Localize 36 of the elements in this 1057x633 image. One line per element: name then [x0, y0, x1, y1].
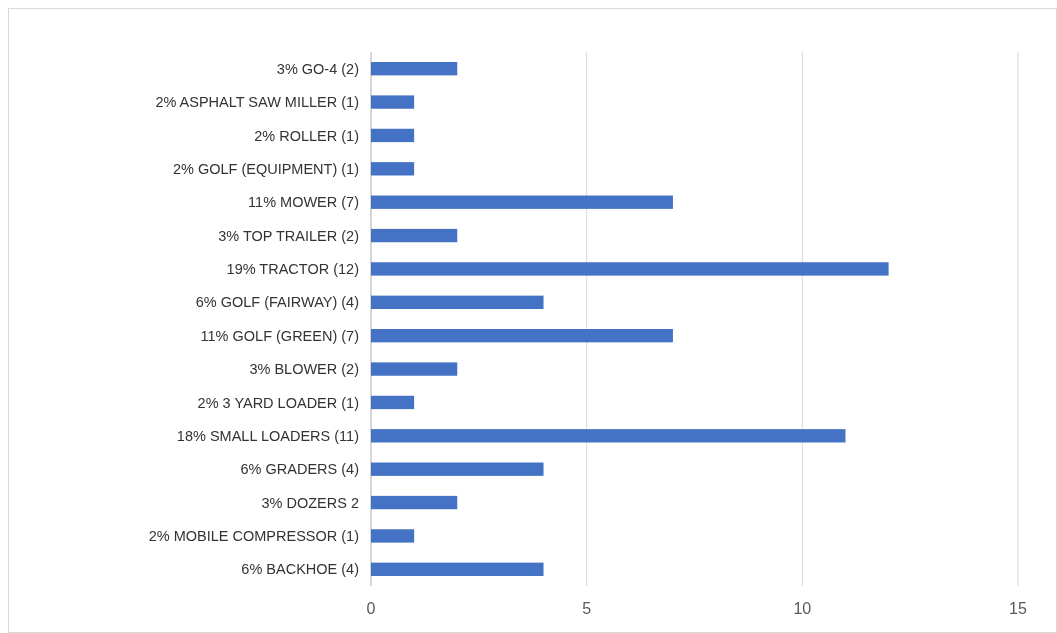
y-tick-label: 2% 3 YARD LOADER (1) — [197, 394, 359, 411]
y-tick-label: 11% MOWER (7) — [248, 194, 359, 211]
y-tick-label: 2% ASPHALT SAW MILLER (1) — [155, 94, 359, 111]
bar — [371, 62, 458, 76]
bar — [371, 262, 889, 276]
y-tick-label: 6% GOLF (FAIRWAY) (4) — [195, 294, 359, 311]
y-tick-label: 3% TOP TRAILER (2) — [218, 227, 359, 244]
bar — [371, 495, 458, 510]
x-tick-label: 5 — [582, 600, 592, 617]
bar — [371, 362, 458, 376]
bar — [371, 162, 415, 176]
bar — [371, 195, 673, 209]
bar — [371, 95, 415, 109]
y-tick-label: 11% GOLF (GREEN) (7) — [200, 327, 359, 344]
bar — [371, 529, 415, 543]
y-tick-label: 3% GO-4 (2) — [276, 60, 359, 77]
y-tick-label: 6% BACKHOE (4) — [241, 561, 359, 578]
y-tick-label: 2% MOBILE COMPRESSOR (1) — [148, 528, 359, 545]
y-tick-label: 3% BLOWER (2) — [249, 361, 359, 378]
bar — [371, 462, 544, 476]
bar — [371, 128, 415, 143]
y-tick-label: 19% TRACTOR (12) — [226, 261, 359, 278]
y-tick-label: 2% GOLF (EQUIPMENT) (1) — [172, 160, 359, 177]
bar — [371, 329, 673, 343]
y-tick-label: 6% GRADERS (4) — [240, 461, 359, 478]
bar — [371, 295, 544, 309]
x-tick-label: 0 — [366, 600, 376, 617]
y-tick-label: 3% DOZERS 2 — [261, 494, 359, 511]
y-tick-label: 2% ROLLER (1) — [254, 127, 359, 144]
x-tick-label: 10 — [793, 600, 812, 617]
bar — [371, 395, 415, 410]
x-tick-label: 15 — [1009, 600, 1027, 617]
bar — [371, 562, 544, 576]
bar — [371, 429, 846, 443]
y-tick-label: 18% SMALL LOADERS (11) — [176, 427, 359, 444]
bar — [371, 228, 458, 243]
